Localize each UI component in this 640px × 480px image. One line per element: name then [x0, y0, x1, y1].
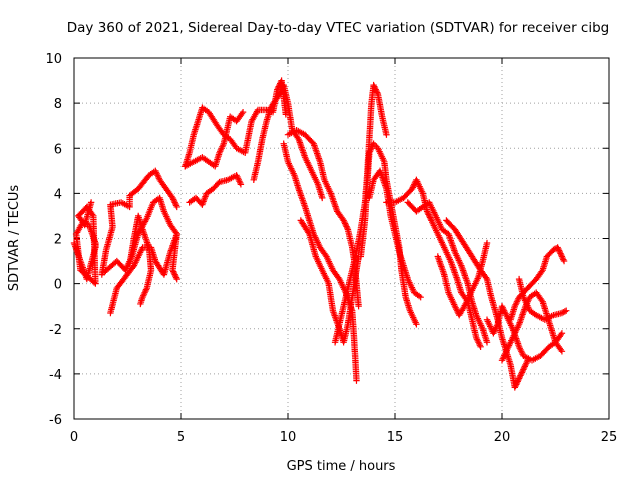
x-tick-label: 10 [280, 430, 297, 445]
x-tick-label: 5 [177, 430, 185, 445]
data-point-markers [126, 212, 155, 308]
y-tick-label: -6 [49, 413, 62, 428]
y-tick-label: -4 [49, 368, 62, 383]
series-track-4 [107, 230, 180, 317]
data-point-markers [404, 199, 491, 346]
y-tick-label: 2 [54, 233, 62, 248]
series-track-14 [357, 140, 420, 328]
series-track-12 [297, 217, 362, 346]
data-point-markers [507, 244, 568, 323]
y-axis-label: SDTVAR / TECUs [7, 185, 22, 292]
y-tick-label: 8 [54, 97, 62, 112]
data-point-markers [297, 217, 362, 346]
data-point-markers [366, 167, 424, 301]
x-tick-label: 20 [494, 430, 511, 445]
data-point-markers [182, 108, 247, 170]
series-track-20 [483, 303, 566, 364]
series-track-17 [404, 199, 491, 346]
y-tick-label: 4 [54, 187, 62, 202]
data-marks [70, 77, 570, 391]
series-track-18 [434, 239, 491, 319]
series-track-5 [126, 212, 155, 308]
series-track-15 [366, 167, 424, 301]
data-point-markers [483, 303, 566, 364]
data-point-markers [357, 140, 420, 328]
series-track-7 [182, 108, 247, 170]
data-point-markers [182, 77, 290, 170]
grid [74, 58, 609, 419]
data-point-markers [434, 239, 491, 319]
series-track-21 [498, 289, 566, 364]
y-tick-label: 10 [45, 52, 62, 67]
y-tick-label: 6 [54, 142, 62, 157]
chart-title: Day 360 of 2021, Sidereal Day-to-day VTE… [67, 20, 610, 36]
series-track-22 [507, 244, 568, 323]
data-point-markers [498, 289, 566, 364]
x-tick-label: 25 [601, 430, 618, 445]
series-track-23 [515, 275, 570, 323]
x-tick-label: 0 [70, 430, 78, 445]
series-track-2 [98, 167, 180, 278]
plot-frame [73, 57, 610, 420]
data-point-markers [70, 199, 99, 287]
series-track-6 [182, 77, 290, 170]
series-track-1 [70, 199, 99, 287]
data-point-markers [186, 172, 245, 208]
data-point-markers [98, 167, 180, 278]
y-tick-label: 0 [54, 278, 62, 293]
x-axis-label: GPS time / hours [287, 459, 396, 474]
data-point-markers [515, 275, 570, 323]
series-track-8 [186, 172, 245, 208]
y-tick-label: -2 [49, 323, 62, 338]
x-tick-label: 15 [387, 430, 404, 445]
data-point-markers [107, 230, 180, 317]
